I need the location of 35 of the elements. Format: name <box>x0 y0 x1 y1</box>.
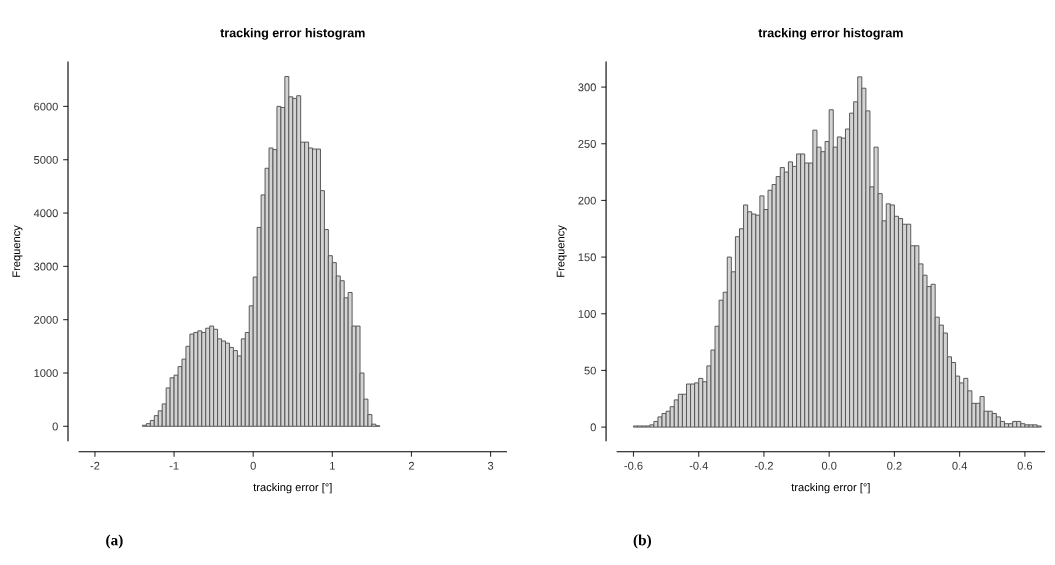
x-tick-label: 3 <box>487 461 494 470</box>
x-tick-label: -1 <box>169 461 179 470</box>
y-tick-label: 300 <box>578 83 596 92</box>
x-axis-title: tracking error [°] <box>253 483 332 494</box>
x-tick-label: -0.6 <box>624 461 643 470</box>
y-tick-label: 250 <box>578 140 596 148</box>
text: (b) <box>633 534 651 549</box>
y-tick-label: 0 <box>590 423 596 432</box>
chart-title: tracking error histogram <box>220 28 365 40</box>
text: (a) <box>106 534 123 549</box>
y-tick-label: 5000 <box>34 155 58 164</box>
chart-title: tracking error histogram <box>758 28 903 40</box>
y-tick-label: 100 <box>578 310 596 318</box>
x-tick-label: 0.2 <box>887 461 902 470</box>
x-tick-label: 0.6 <box>1017 461 1033 470</box>
x-tick-label: 1 <box>330 461 335 470</box>
y-tick-label: 2000 <box>34 315 58 324</box>
y-tick-label: 150 <box>578 253 596 262</box>
x-tick-label: 0.4 <box>952 461 968 470</box>
y-tick-label: 4000 <box>33 209 58 218</box>
x-tick-label: -2 <box>90 461 100 470</box>
y-axis-title: Frequency <box>556 225 567 277</box>
y-tick-label: 3000 <box>34 262 58 271</box>
y-tick-label: 6000 <box>34 102 58 111</box>
x-tick-label: -0.4 <box>689 461 708 470</box>
y-tick-label: 50 <box>584 366 596 375</box>
x-axis-title: tracking error [°] <box>791 483 870 494</box>
y-tick-label: 0 <box>52 422 58 431</box>
x-tick-label: 0 <box>250 461 256 470</box>
x-tick-label: -0.2 <box>754 461 773 470</box>
x-tick-label: 2 <box>408 461 414 470</box>
y-tick-label: 1000 <box>34 369 58 378</box>
y-tick-label: 200 <box>578 196 596 205</box>
y-axis-title: Frequency <box>12 225 23 277</box>
x-tick-label: 0.0 <box>821 461 837 470</box>
